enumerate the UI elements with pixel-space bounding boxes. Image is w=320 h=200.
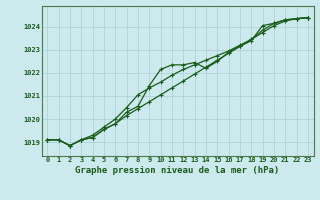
X-axis label: Graphe pression niveau de la mer (hPa): Graphe pression niveau de la mer (hPa) [76, 166, 280, 175]
